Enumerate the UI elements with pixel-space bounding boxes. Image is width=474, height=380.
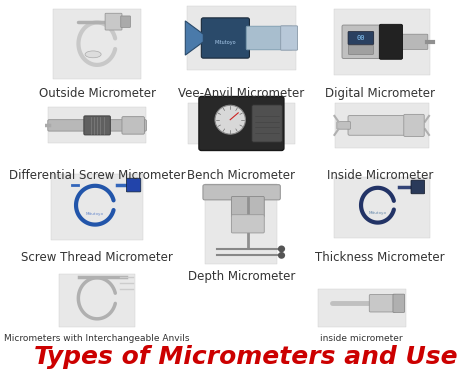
Bar (334, 9, 430, 75)
Bar (51, 174, 143, 241)
FancyBboxPatch shape (127, 178, 141, 192)
FancyBboxPatch shape (203, 185, 280, 200)
Text: Bench Micrometer: Bench Micrometer (187, 169, 295, 182)
Bar (334, 177, 430, 238)
FancyBboxPatch shape (252, 105, 283, 142)
FancyBboxPatch shape (201, 18, 249, 58)
Text: Mitutoyo: Mitutoyo (215, 40, 236, 45)
Bar (187, 6, 295, 70)
Text: Micrometers with Interchangeable Anvils: Micrometers with Interchangeable Anvils (4, 334, 190, 344)
FancyBboxPatch shape (393, 294, 405, 312)
FancyBboxPatch shape (411, 180, 425, 194)
Text: Inside Micrometer: Inside Micrometer (327, 169, 433, 182)
Circle shape (278, 252, 285, 259)
FancyBboxPatch shape (281, 26, 298, 50)
FancyBboxPatch shape (121, 16, 130, 27)
Bar (318, 289, 406, 327)
Circle shape (278, 245, 285, 252)
Bar (188, 103, 294, 144)
FancyBboxPatch shape (122, 117, 145, 134)
Text: Outside Micrometer: Outside Micrometer (38, 87, 155, 100)
Bar (335, 103, 429, 148)
FancyBboxPatch shape (369, 294, 396, 312)
Text: Differential Screw Micrometer: Differential Screw Micrometer (9, 169, 185, 182)
Text: 00: 00 (356, 35, 365, 41)
Ellipse shape (85, 51, 101, 58)
Bar (53, 9, 141, 79)
FancyBboxPatch shape (105, 13, 122, 30)
FancyBboxPatch shape (348, 32, 374, 44)
Bar (205, 184, 277, 264)
Text: Mitutoyo: Mitutoyo (86, 212, 104, 216)
Text: Thickness Micrometer: Thickness Micrometer (315, 251, 445, 264)
FancyBboxPatch shape (348, 45, 374, 54)
FancyBboxPatch shape (231, 196, 264, 217)
Text: Depth Micrometer: Depth Micrometer (188, 270, 295, 283)
FancyBboxPatch shape (404, 114, 424, 136)
FancyBboxPatch shape (84, 116, 110, 135)
Text: Digital Micrometer: Digital Micrometer (325, 87, 435, 100)
FancyBboxPatch shape (348, 116, 415, 135)
Text: Screw Thread Micrometer: Screw Thread Micrometer (21, 251, 173, 264)
FancyBboxPatch shape (48, 120, 146, 131)
Bar (59, 274, 135, 327)
FancyBboxPatch shape (379, 24, 402, 59)
Text: Mitutoyo: Mitutoyo (369, 211, 387, 215)
Bar (48, 108, 146, 144)
Polygon shape (185, 21, 203, 55)
Circle shape (215, 105, 246, 134)
FancyBboxPatch shape (342, 25, 383, 59)
FancyBboxPatch shape (199, 97, 284, 150)
FancyBboxPatch shape (231, 215, 264, 233)
FancyBboxPatch shape (400, 34, 428, 49)
Text: Vee-Anvil Micrometer: Vee-Anvil Micrometer (178, 87, 304, 100)
Text: inside micrometer: inside micrometer (320, 334, 403, 344)
Text: Types of Micrometers and Use: Types of Micrometers and Use (34, 345, 457, 369)
FancyBboxPatch shape (337, 122, 350, 129)
FancyBboxPatch shape (246, 26, 293, 50)
